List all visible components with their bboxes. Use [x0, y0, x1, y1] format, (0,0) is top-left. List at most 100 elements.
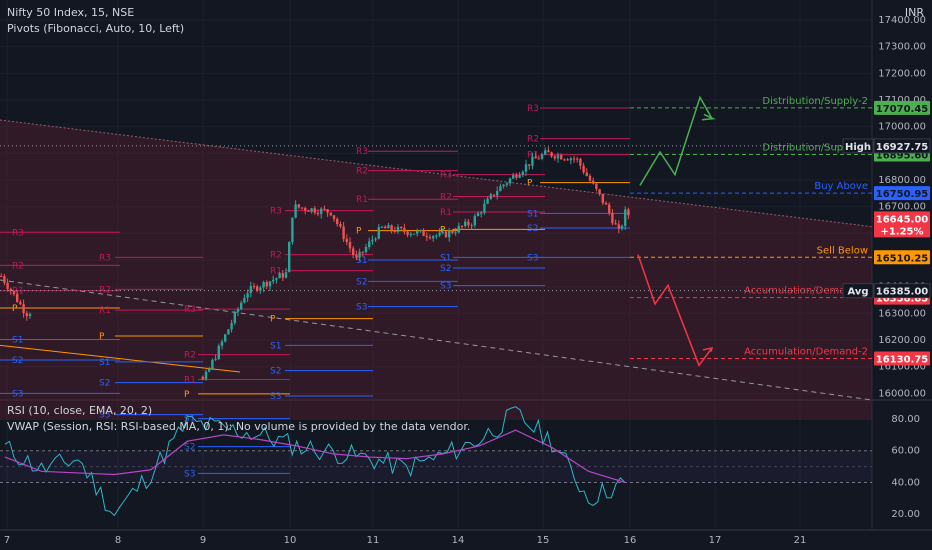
candle-up	[483, 203, 486, 213]
bearish-path-arrow	[637, 254, 713, 367]
candle-down	[515, 175, 518, 178]
scenario-label: Distribution/Supply-2	[762, 96, 868, 107]
candle-up	[502, 184, 505, 187]
candle-up	[419, 230, 422, 232]
pivot-label-r2: R2	[184, 351, 196, 361]
pivot-label-s1: S1	[356, 256, 367, 266]
pivot-levels: R3R2R1PS1S2S3R3R2R1PS1S2S3R3R2R1PS1S2S3R…	[0, 104, 630, 479]
candle-down	[585, 172, 588, 176]
pivot-label-s2: S2	[527, 224, 538, 234]
candle-up	[230, 323, 233, 330]
candle-up	[291, 217, 294, 243]
scenario-label: Accumulation/Demand-1	[744, 286, 868, 297]
candle-up	[409, 233, 412, 235]
pivot-label-s2: S2	[270, 367, 281, 377]
candle-up	[233, 312, 236, 324]
candle-down	[393, 230, 396, 232]
candle-up	[544, 150, 547, 155]
candle-down	[297, 204, 300, 208]
pivot-label-r1: R1	[440, 208, 452, 218]
pivot-label-s1: S1	[99, 358, 110, 368]
pivot-label-r1: R1	[270, 267, 282, 277]
price-tick-label: 17000.00	[878, 122, 926, 133]
pivot-label-p: P	[184, 390, 190, 400]
price-tick-label: 16800.00	[878, 175, 926, 186]
candle-up	[508, 178, 512, 184]
price-tag-value: 16358.85	[876, 294, 929, 305]
pivot-label-p: P	[356, 227, 362, 237]
candle-up	[387, 225, 390, 229]
candle-up	[486, 198, 489, 204]
candle-down	[428, 237, 432, 239]
candle-down	[451, 230, 454, 233]
pivot-label-r2: R2	[356, 167, 368, 177]
rsi-tick-label: 20.00	[891, 509, 920, 520]
rsi-indicator-title[interactable]: RSI (10, close, EMA, 20, 2)	[7, 404, 153, 417]
candle-down	[492, 194, 496, 196]
candle-up	[208, 368, 211, 372]
candle-down	[400, 226, 403, 229]
candle-up	[284, 272, 288, 278]
price-tick-label: 17300.00	[878, 42, 926, 53]
candle-down	[323, 208, 326, 210]
scenario-label: Buy Above	[814, 181, 868, 192]
bullish-arrowhead	[701, 113, 716, 121]
pivot-label-s3: S3	[527, 253, 538, 263]
candle-up	[278, 273, 281, 279]
candle-down	[345, 238, 348, 242]
scenario-label: Distribution/Supply-1	[762, 143, 868, 154]
trend-line	[0, 344, 241, 373]
vwap-indicator-title[interactable]: VWAP (Session, RSI: RSI-based MA, 0, 1):…	[7, 420, 471, 433]
candle-down	[316, 212, 320, 215]
candle-down	[281, 273, 284, 278]
price-tick-label: 16100.00	[878, 362, 926, 373]
candle-up	[448, 230, 451, 238]
pivot-label-r3: R3	[184, 305, 196, 315]
candle-up	[249, 286, 252, 294]
candle-down	[313, 208, 316, 213]
candle-down	[425, 235, 428, 238]
pivot-label-r1: R1	[527, 151, 539, 161]
candle-down	[601, 194, 604, 203]
candle-down	[553, 156, 556, 159]
candle-down	[201, 376, 204, 380]
candle-down	[352, 248, 355, 255]
currency-label[interactable]: INR	[904, 6, 924, 19]
candle-down	[6, 282, 9, 289]
candle-up	[512, 175, 515, 179]
candle-up	[624, 209, 627, 226]
pivot-label-s3: S3	[184, 469, 195, 479]
pivot-label-s1: S1	[270, 341, 281, 351]
symbol-title[interactable]: Nifty 50 Index, 15, NSE	[7, 6, 135, 19]
candle-down	[3, 276, 6, 283]
candlestick-series	[0, 146, 630, 381]
price-tick-label: 16300.00	[878, 308, 926, 319]
candle-up	[204, 371, 208, 380]
last-price-box	[874, 211, 930, 238]
pivot-label-s3: S3	[356, 303, 367, 313]
candle-up	[224, 334, 227, 342]
price-tag-box	[874, 186, 930, 201]
time-tick-label: 21	[794, 535, 807, 546]
candle-up	[368, 241, 371, 248]
price-tick-label: 16700.00	[878, 202, 926, 213]
candle-up	[540, 154, 544, 159]
candle-down	[588, 175, 592, 181]
candle-up	[556, 155, 560, 159]
candle-up	[310, 208, 313, 212]
candle-up	[480, 212, 483, 214]
time-tick-label: 15	[537, 535, 550, 546]
pivots-indicator-title[interactable]: Pivots (Fibonacci, Auto, 10, Left)	[7, 22, 185, 35]
candle-down	[582, 165, 585, 173]
candle-up	[377, 227, 380, 239]
candle-up	[470, 225, 473, 227]
candle-down	[339, 224, 342, 227]
price-tick-label: 16000.00	[878, 388, 926, 399]
candle-up	[464, 221, 467, 227]
candle-down	[265, 281, 268, 287]
price-tag-value: 16895.60	[876, 151, 929, 162]
candle-down	[604, 202, 608, 205]
pivot-label-p: P	[12, 304, 18, 314]
candle-down	[329, 212, 332, 216]
candle-up	[438, 232, 441, 236]
